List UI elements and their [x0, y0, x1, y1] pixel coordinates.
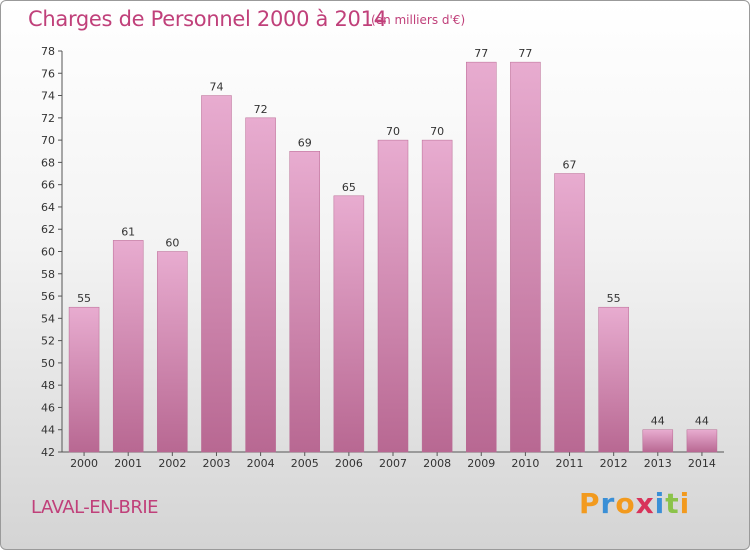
y-tick-label: 44: [41, 424, 55, 437]
bar-2005: [289, 151, 320, 453]
bar-2011: [554, 173, 585, 453]
data-label-2012: 55: [607, 292, 621, 305]
logo-letter: i: [679, 487, 691, 520]
bar-2008: [421, 139, 453, 453]
data-label-2002: 60: [165, 237, 179, 250]
y-tick-label: 62: [41, 223, 55, 236]
data-label-2010: 77: [518, 47, 532, 60]
y-tick-label: 56: [41, 290, 55, 303]
data-label-2011: 67: [563, 159, 577, 172]
bar-2001: [112, 240, 144, 453]
y-tick-label: 52: [41, 335, 55, 348]
chart-title: Charges de Personnel 2000 à 2014: [28, 7, 387, 31]
data-label-2007: 70: [386, 125, 400, 138]
y-tick-label: 70: [41, 134, 55, 147]
bar-2006: [333, 195, 365, 453]
x-tick-label-2000: 2000: [70, 457, 98, 470]
data-label-2013: 44: [651, 415, 665, 428]
data-label-2006: 65: [342, 181, 356, 194]
logo-letter: t: [665, 487, 680, 520]
bar-2007: [377, 139, 409, 453]
x-tick-label-2005: 2005: [291, 457, 319, 470]
bar-2012: [598, 306, 629, 453]
x-tick-label-2002: 2002: [158, 457, 186, 470]
x-tick-label-2004: 2004: [247, 457, 275, 470]
x-tick-label-2007: 2007: [379, 457, 407, 470]
x-tick-label-2012: 2012: [600, 457, 628, 470]
x-tick-label-2008: 2008: [423, 457, 451, 470]
y-tick-label: 68: [41, 156, 55, 169]
bar-2000: [68, 306, 100, 453]
data-label-2003: 74: [209, 81, 223, 94]
y-tick-label: 76: [41, 67, 55, 80]
y-tick-label: 42: [41, 446, 55, 459]
y-tick-label: 60: [41, 246, 55, 259]
x-tick-label-2003: 2003: [202, 457, 230, 470]
y-tick-label: 46: [41, 401, 55, 414]
y-tick-label: 58: [41, 268, 55, 281]
x-tick-label-2011: 2011: [556, 457, 584, 470]
bar-2004: [245, 117, 276, 453]
y-tick-label: 78: [41, 45, 55, 58]
bar-2010: [510, 61, 541, 453]
proxiti-logo: Proxiti: [579, 487, 690, 520]
data-label-2001: 61: [121, 225, 135, 238]
x-tick-label-2010: 2010: [511, 457, 539, 470]
logo-letter: o: [615, 487, 636, 520]
bar-2014: [686, 429, 718, 453]
logo-letter: P: [579, 487, 601, 520]
x-tick-label-2001: 2001: [114, 457, 142, 470]
logo-letter: i: [654, 487, 666, 520]
bar-2009: [466, 61, 497, 453]
logo-letter: x: [635, 487, 655, 520]
data-label-2009: 77: [474, 47, 488, 60]
data-label-2008: 70: [430, 125, 444, 138]
y-tick-label: 50: [41, 357, 55, 370]
y-tick-label: 66: [41, 179, 55, 192]
y-tick-label: 72: [41, 112, 55, 125]
x-tick-label-2006: 2006: [335, 457, 363, 470]
x-tick-label-2014: 2014: [688, 457, 716, 470]
y-tick-label: 64: [41, 201, 55, 214]
y-tick-label: 54: [41, 312, 55, 325]
y-tick-label: 74: [41, 90, 55, 103]
data-label-2004: 72: [254, 103, 268, 116]
logo-letter: r: [600, 487, 616, 520]
data-label-2000: 55: [77, 292, 91, 305]
commune-name: LAVAL-EN-BRIE: [31, 497, 159, 518]
bar-2002: [157, 251, 188, 453]
y-tick-label: 48: [41, 379, 55, 392]
data-label-2014: 44: [695, 415, 709, 428]
chart-subtitle: (en milliers d'€): [371, 13, 466, 27]
x-tick-label-2013: 2013: [644, 457, 672, 470]
data-label-2005: 69: [298, 136, 312, 149]
x-tick-label-2009: 2009: [467, 457, 495, 470]
bar-2003: [201, 95, 232, 453]
bar-2013: [642, 429, 674, 453]
